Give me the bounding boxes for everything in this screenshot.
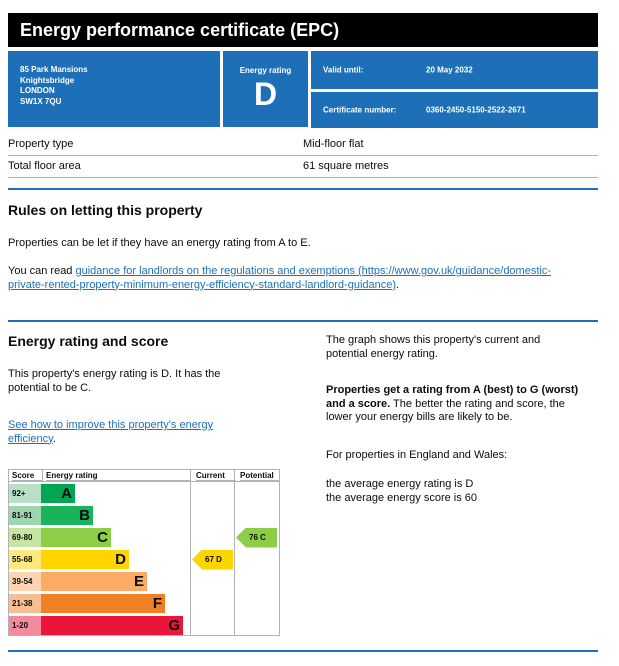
band-g: 1-20 G <box>9 616 189 635</box>
current-rating-text: This property's energy rating is D. It h… <box>8 368 220 395</box>
rating-scale-line: lower your energy bills are likely to be… <box>326 411 513 423</box>
average-rating: the average energy rating is D <box>326 478 474 490</box>
improve-link-line1[interactable]: See how to improve this property's energ… <box>8 419 214 431</box>
band-score-range: 81-91 <box>9 506 41 525</box>
band-letter: A <box>61 485 72 502</box>
improve-link-suffix: . <box>52 432 56 445</box>
graph-header-score: Score <box>12 470 42 481</box>
band-letter: E <box>133 573 144 590</box>
band-b: 81-91 B <box>9 506 189 525</box>
current-rating-line: potential to be C. <box>8 381 92 394</box>
certificate-number-label: Certificate number: <box>323 105 397 115</box>
floor-area-value: 61 square metres <box>303 160 389 172</box>
rating-scale-bold-line: Properties get a rating from A (best) to… <box>326 384 579 396</box>
energy-rating-box: Energy rating D <box>223 51 308 127</box>
graph-description-line: The graph shows this property's current … <box>326 334 541 346</box>
epc-rating-graph: Score Energy rating Current Potential 92… <box>8 469 280 636</box>
england-wales-intro: For properties in England and Wales: <box>326 449 508 461</box>
band-c: 69-80 C <box>9 528 189 547</box>
improve-efficiency-text: See how to improve this property's energ… <box>8 419 213 446</box>
band-d: 55-68 D <box>9 550 189 569</box>
energy-rating-label: Energy rating <box>239 66 292 75</box>
certificate-number-box: Certificate number: 0360-2450-5150-2522-… <box>311 92 598 128</box>
graph-column-divider <box>42 470 43 481</box>
potential-rating-arrow: 76 C <box>236 527 277 548</box>
current-rating-arrow: 67 D <box>192 549 233 570</box>
landlord-guidance-link-line1[interactable]: guidance for landlords on the regulation… <box>75 265 551 277</box>
graph-description: The graph shows this property's current … <box>326 334 598 361</box>
band-f: 21-38 F <box>9 594 189 613</box>
valid-until-value: 20 May 2032 <box>426 65 473 75</box>
current-rating-line: This property's energy rating is D. It h… <box>8 368 221 380</box>
graph-description-line: potential energy rating. <box>326 347 438 360</box>
landlord-guidance-link[interactable]: guidance for landlords on the regulation… <box>8 265 551 291</box>
band-bar: B <box>41 506 93 525</box>
address-line: 85 Park Mansions <box>20 65 88 74</box>
graph-header-divider <box>9 481 279 482</box>
average-values: the average energy rating is D the avera… <box>326 478 477 505</box>
property-type-row: Property type Mid-floor flat <box>8 134 598 156</box>
section-divider <box>8 650 598 652</box>
floor-area-label: Total floor area <box>8 160 81 172</box>
letting-heading: Rules on letting this property <box>8 202 203 218</box>
band-score-range: 21-38 <box>9 594 41 613</box>
rating-scale-explanation: Properties get a rating from A (best) to… <box>326 384 606 425</box>
improve-efficiency-link[interactable]: See how to improve this property's energ… <box>8 419 213 445</box>
band-e: 39-54 E <box>9 572 189 591</box>
letting-guidance-suffix: . <box>396 278 400 291</box>
band-score-range: 69-80 <box>9 528 41 547</box>
energy-rating-heading: Energy rating and score <box>8 333 169 349</box>
graph-column-divider <box>190 470 191 635</box>
band-letter: D <box>115 551 126 568</box>
rating-scale-bold-line: and a score. <box>326 397 391 410</box>
letting-guidance-prefix: You can read <box>8 265 76 277</box>
band-score-range: 39-54 <box>9 572 41 591</box>
letting-text: Properties can be let if they have an en… <box>8 237 311 249</box>
band-bar: F <box>41 594 165 613</box>
band-bar: G <box>41 616 183 635</box>
graph-header-current: Current <box>196 470 236 481</box>
certificate-number-value: 0360-2450-5150-2522-2671 <box>426 105 526 115</box>
band-letter: G <box>168 617 180 634</box>
band-score-range: 92+ <box>9 484 41 503</box>
page-title: Energy performance certificate (EPC) <box>8 13 598 47</box>
energy-rating-letter: D <box>253 76 278 112</box>
average-score: the average energy score is 60 <box>326 491 478 504</box>
band-letter: F <box>152 595 162 612</box>
band-bar: C <box>41 528 111 547</box>
band-bar: D <box>41 550 129 569</box>
improve-link-line2[interactable]: efficiency <box>8 432 53 445</box>
property-type-value: Mid-floor flat <box>303 138 364 150</box>
graph-header-potential: Potential <box>240 470 280 481</box>
valid-until-box: Valid until: 20 May 2032 <box>311 51 598 89</box>
rating-scale-line: The better the rating and score, the <box>390 397 565 410</box>
address-line: SW1X 7QU <box>20 96 62 106</box>
band-bar: A <box>41 484 75 503</box>
band-score-range: 1-20 <box>9 616 41 635</box>
floor-area-row: Total floor area 61 square metres <box>8 156 598 178</box>
graph-column-divider <box>234 470 235 635</box>
valid-until-label: Valid until: <box>323 65 364 75</box>
section-divider <box>8 188 598 190</box>
address-line: Knightsbridge <box>20 75 75 85</box>
property-address: 85 Park Mansions Knightsbridge LONDON SW… <box>8 51 220 127</box>
band-bar: E <box>41 572 147 591</box>
graph-header-energy-rating: Energy rating <box>46 470 190 481</box>
section-divider <box>8 320 598 322</box>
band-score-range: 55-68 <box>9 550 41 569</box>
landlord-guidance-link-line2[interactable]: private-rented-property-minimum-energy-e… <box>8 278 397 291</box>
address-line: LONDON <box>20 86 55 95</box>
band-letter: C <box>97 529 108 546</box>
band-a: 92+ A <box>9 484 189 503</box>
letting-guidance-text: You can read guidance for landlords on t… <box>8 265 588 292</box>
property-type-label: Property type <box>8 138 74 150</box>
band-letter: B <box>79 507 90 524</box>
